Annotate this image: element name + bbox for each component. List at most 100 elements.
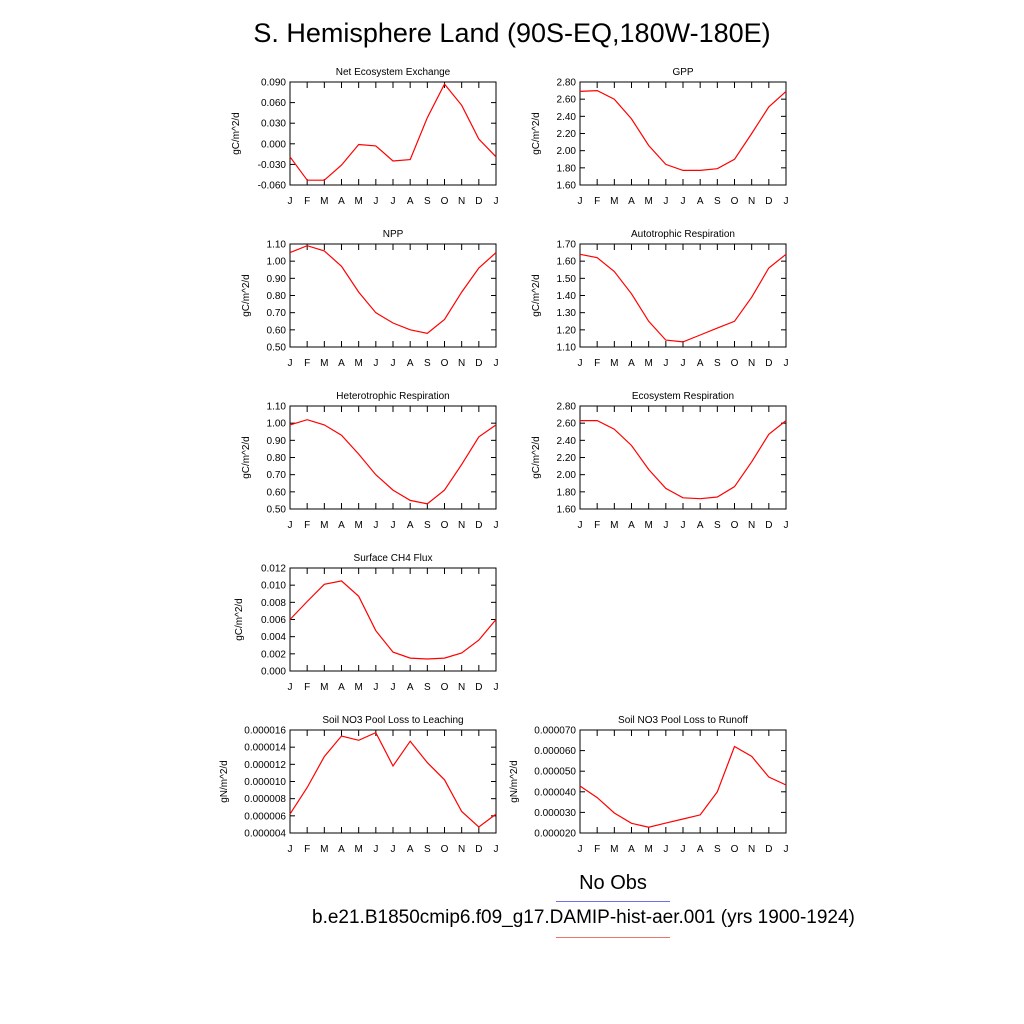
chart-frame xyxy=(289,405,497,510)
x-tick-label: J xyxy=(391,844,396,855)
x-tick-label: S xyxy=(714,844,721,855)
y-tick-label: 0.000050 xyxy=(534,767,576,778)
chart-panel: Net Ecosystem Exchange 0.090 0.060 0.030 0.0… xyxy=(231,67,499,207)
x-tick-label: D xyxy=(475,520,482,531)
x-tick-label: J xyxy=(494,520,499,531)
x-tick-label: A xyxy=(338,358,345,369)
x-tick-label: F xyxy=(594,196,600,207)
x-tick-label: S xyxy=(714,520,721,531)
chart-frame xyxy=(289,729,497,834)
chart-title: Ecosystem Respiration xyxy=(632,391,734,402)
x-tick-label: A xyxy=(407,196,414,207)
legend-model-line xyxy=(556,937,670,938)
y-tick-label: 0.060 xyxy=(261,98,286,109)
x-tick-label: J xyxy=(784,844,789,855)
y-tick-label: 2.80 xyxy=(557,78,577,89)
x-tick-label: M xyxy=(644,358,652,369)
y-tick-label: 2.40 xyxy=(557,436,577,447)
chart-title: Soil NO3 Pool Loss to Leaching xyxy=(322,715,463,726)
x-tick-label: J xyxy=(681,358,686,369)
x-tick-label: S xyxy=(714,196,721,207)
y-axis-label: gN/m^2/d xyxy=(219,760,230,803)
legend-obs-line xyxy=(556,901,670,902)
x-tick-label: S xyxy=(424,520,431,531)
x-tick-label: J xyxy=(288,358,293,369)
x-tick-label: M xyxy=(644,520,652,531)
x-tick-label: M xyxy=(644,196,652,207)
x-tick-label: M xyxy=(644,844,652,855)
x-tick-label: M xyxy=(320,682,328,693)
chart-frame xyxy=(289,567,497,672)
x-tick-label: A xyxy=(338,196,345,207)
x-tick-label: A xyxy=(338,682,345,693)
chart-title: Soil NO3 Pool Loss to Runoff xyxy=(618,715,748,726)
x-tick-label: M xyxy=(610,358,618,369)
x-tick-label: A xyxy=(697,196,704,207)
x-tick-label: M xyxy=(320,196,328,207)
y-tick-label: 0.000060 xyxy=(534,746,576,757)
x-tick-label: O xyxy=(441,682,449,693)
x-tick-label: F xyxy=(594,520,600,531)
y-tick-label: 0.000014 xyxy=(244,743,286,754)
y-tick-label: 2.20 xyxy=(557,453,577,464)
y-tick-label: 0.50 xyxy=(267,505,287,516)
y-tick-label: 1.30 xyxy=(557,308,577,319)
y-axis-label: gC/m^2/d xyxy=(241,274,252,317)
y-tick-label: 0.004 xyxy=(261,632,286,643)
y-tick-label: 1.60 xyxy=(557,505,577,516)
x-tick-label: J xyxy=(373,520,378,531)
series-line xyxy=(289,419,497,505)
y-tick-label: 0.60 xyxy=(267,325,287,336)
series-line xyxy=(289,580,497,660)
x-tick-label: M xyxy=(354,358,362,369)
y-tick-label: 0.030 xyxy=(261,119,286,130)
x-tick-label: M xyxy=(320,520,328,531)
x-tick-label: N xyxy=(748,844,755,855)
y-tick-label: 0.008 xyxy=(261,598,286,609)
x-tick-label: J xyxy=(494,358,499,369)
y-tick-label: -0.060 xyxy=(258,181,287,192)
x-tick-label: J xyxy=(373,682,378,693)
x-tick-label: M xyxy=(610,520,618,531)
x-tick-label: O xyxy=(441,358,449,369)
x-tick-label: N xyxy=(458,196,465,207)
y-tick-label: 1.10 xyxy=(267,402,287,413)
y-tick-label: 0.000030 xyxy=(534,808,576,819)
x-tick-label: N xyxy=(458,358,465,369)
x-tick-label: N xyxy=(748,196,755,207)
x-tick-label: A xyxy=(407,682,414,693)
x-tick-label: O xyxy=(731,520,739,531)
chart-title: GPP xyxy=(672,67,693,78)
x-tick-label: J xyxy=(288,520,293,531)
x-tick-label: A xyxy=(697,844,704,855)
chart-title: Net Ecosystem Exchange xyxy=(336,67,451,78)
series-line xyxy=(579,745,787,828)
y-tick-label: 0.90 xyxy=(267,436,287,447)
x-tick-label: D xyxy=(475,682,482,693)
series-line xyxy=(289,245,497,334)
y-tick-label: 0.70 xyxy=(267,470,287,481)
legend-obs-label: No Obs xyxy=(579,872,647,894)
x-tick-label: J xyxy=(663,196,668,207)
y-tick-label: 0.000040 xyxy=(534,787,576,798)
x-tick-label: J xyxy=(663,520,668,531)
x-tick-label: D xyxy=(475,844,482,855)
y-tick-label: 1.60 xyxy=(557,257,577,268)
x-tick-label: F xyxy=(304,682,310,693)
x-tick-label: J xyxy=(578,358,583,369)
x-tick-label: A xyxy=(628,358,635,369)
y-tick-label: 0.000010 xyxy=(244,777,286,788)
x-tick-label: F xyxy=(304,844,310,855)
x-tick-label: M xyxy=(354,520,362,531)
x-tick-label: O xyxy=(731,196,739,207)
y-tick-label: 1.10 xyxy=(557,343,577,354)
y-tick-label: 2.00 xyxy=(557,470,577,481)
chart-title: Surface CH4 Flux xyxy=(354,553,433,564)
x-tick-label: S xyxy=(424,844,431,855)
x-tick-label: J xyxy=(681,520,686,531)
y-axis-label: gC/m^2/d xyxy=(531,274,542,317)
y-tick-label: 1.10 xyxy=(267,240,287,251)
y-tick-label: 0.90 xyxy=(267,274,287,285)
